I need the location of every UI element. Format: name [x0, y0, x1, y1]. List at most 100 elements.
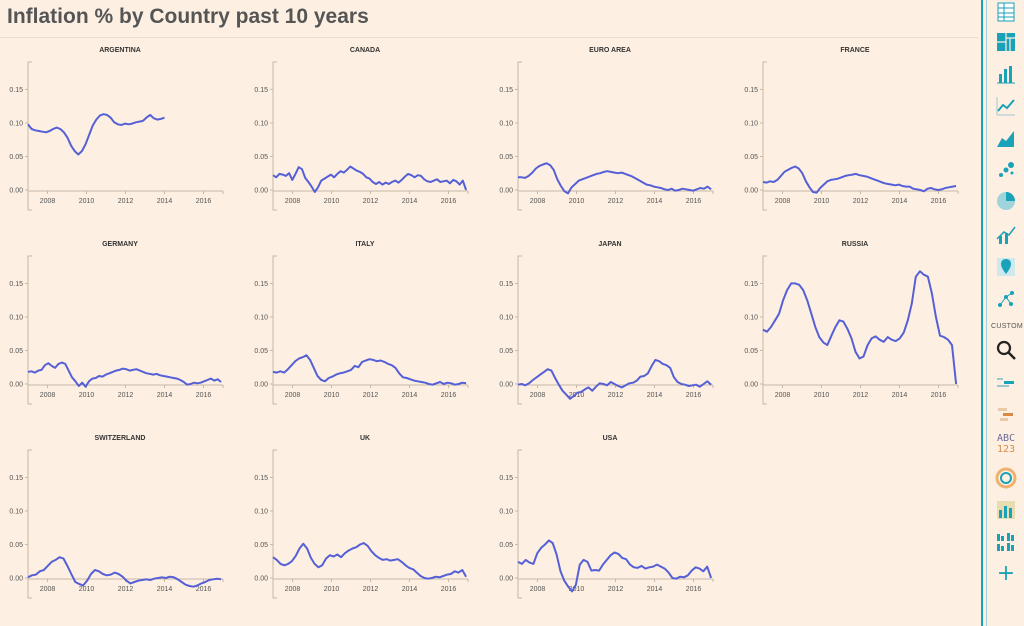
combo-chart-icon[interactable]	[994, 223, 1018, 247]
x-tick-label: 2014	[402, 586, 418, 593]
add-icon[interactable]: +	[996, 561, 1016, 586]
grid-bars-icon[interactable]	[994, 498, 1018, 522]
x-tick-label: 2016	[686, 198, 702, 205]
x-tick-label: 2008	[530, 392, 546, 399]
small-multiples-icon[interactable]	[994, 530, 1018, 554]
sidebar-border	[981, 0, 983, 626]
y-tick-label: 0.05	[744, 348, 758, 355]
x-tick-label: 2014	[892, 392, 908, 399]
chart-title: ITALY	[355, 241, 374, 248]
y-tick-label: 0.00	[499, 382, 513, 389]
x-tick-label: 2010	[79, 198, 95, 205]
treemap-icon[interactable]	[994, 30, 1018, 54]
series-line	[27, 361, 222, 388]
x-tick-label: 2012	[608, 198, 624, 205]
chart-panel-germany: GERMANY 0.00 0.05 0.10 0.15 2008 2010 2012 2014 2…	[9, 241, 224, 405]
table-icon[interactable]	[994, 0, 1018, 24]
x-tick-label: 2016	[686, 586, 702, 593]
chart-title: FRANCE	[840, 47, 869, 54]
x-tick-label: 2010	[324, 392, 340, 399]
series-line	[272, 542, 467, 580]
x-tick-label: 2012	[853, 392, 869, 399]
map-pin-icon[interactable]	[994, 255, 1018, 279]
chart-panel-switzerland: SWITZERLAND 0.00 0.05 0.10 0.15 2008 2010 2012 2…	[9, 435, 224, 599]
x-tick-label: 2010	[569, 198, 585, 205]
y-tick-label: 0.05	[254, 542, 268, 549]
x-tick-label: 2014	[157, 586, 173, 593]
gantt-icon[interactable]	[994, 403, 1018, 427]
text-number-icon-letters: ABC	[996, 433, 1016, 444]
chart-panel-canada: CANADA 0.00 0.05 0.10 0.15 2008 2010 2012 2014 20…	[254, 47, 469, 211]
x-tick-label: 2016	[686, 392, 702, 399]
text-number-icon-digits: 123	[996, 444, 1016, 455]
y-tick-label: 0.00	[254, 188, 268, 195]
word-cloud-icon[interactable]	[994, 370, 1018, 394]
chart-title: UK	[360, 435, 370, 442]
x-tick-label: 2008	[285, 392, 301, 399]
x-tick-label: 2008	[40, 586, 56, 593]
pie-chart-icon[interactable]	[994, 189, 1018, 213]
y-tick-label: 0.00	[9, 576, 23, 583]
text-number-icon[interactable]: ABC 123	[992, 433, 1020, 455]
x-tick-label: 2016	[931, 198, 947, 205]
x-tick-label: 2012	[118, 586, 134, 593]
y-tick-label: 0.05	[9, 542, 23, 549]
bar-chart-icon[interactable]	[994, 62, 1018, 86]
x-tick-label: 2014	[402, 392, 418, 399]
x-tick-label: 2008	[775, 198, 791, 205]
y-axis-line	[27, 61, 32, 211]
y-tick-label: 0.00	[254, 576, 268, 583]
chart-panel-argentina: ARGENTINA 0.00 0.05 0.10 0.15 2008 2010 2012 201…	[9, 47, 224, 211]
x-tick-label: 2012	[363, 392, 379, 399]
y-tick-label: 0.10	[254, 120, 268, 127]
chart-panel-italy: ITALY 0.00 0.05 0.10 0.15 2008 2010 2012 2014 201…	[254, 241, 469, 405]
chart-panel-uk: UK 0.00 0.05 0.10 0.15 2008 2010 2012 2014 2016	[254, 435, 469, 599]
series-line	[27, 113, 165, 156]
y-tick-label: 0.10	[744, 314, 758, 321]
chart-title: JAPAN	[598, 241, 621, 248]
x-tick-label: 2010	[814, 392, 830, 399]
x-tick-label: 2014	[647, 586, 663, 593]
x-tick-label: 2014	[892, 198, 908, 205]
y-tick-label: 0.05	[254, 154, 268, 161]
y-tick-label: 0.00	[499, 576, 513, 583]
x-tick-label: 2008	[40, 392, 56, 399]
series-line	[518, 162, 712, 195]
chart-title: SWITZERLAND	[95, 435, 146, 442]
x-tick-label: 2010	[79, 392, 95, 399]
y-tick-label: 0.00	[9, 382, 23, 389]
x-tick-label: 2016	[441, 586, 457, 593]
x-tick-label: 2016	[196, 392, 212, 399]
series-line	[517, 539, 713, 593]
network-icon[interactable]	[994, 287, 1018, 311]
search-icon[interactable]	[994, 338, 1018, 362]
page-title: Inflation % by Country past 10 years	[7, 5, 369, 28]
line-chart-icon[interactable]	[994, 94, 1018, 118]
y-tick-label: 0.15	[744, 281, 758, 288]
y-axis-line	[27, 449, 32, 599]
y-tick-label: 0.05	[499, 154, 513, 161]
scatter-icon[interactable]	[994, 158, 1018, 182]
x-tick-label: 2008	[285, 586, 301, 593]
y-axis-line	[517, 255, 522, 405]
y-axis-line	[517, 61, 522, 211]
y-tick-label: 0.10	[9, 508, 23, 515]
chart-title: CANADA	[350, 47, 380, 54]
x-tick-label: 2012	[608, 586, 624, 593]
chart-title: USA	[603, 435, 618, 442]
x-tick-label: 2010	[569, 586, 585, 593]
y-axis-line	[517, 449, 522, 599]
y-axis-line	[27, 255, 32, 405]
chart-title: RUSSIA	[842, 241, 868, 248]
area-chart-icon[interactable]	[994, 126, 1018, 150]
sunburst-icon[interactable]	[994, 466, 1018, 490]
series-line	[762, 165, 957, 194]
y-tick-label: 0.00	[744, 188, 758, 195]
x-tick-label: 2014	[402, 198, 418, 205]
x-tick-label: 2010	[814, 198, 830, 205]
x-tick-label: 2010	[79, 586, 95, 593]
y-tick-label: 0.00	[744, 382, 758, 389]
x-tick-label: 2012	[608, 392, 624, 399]
y-tick-label: 0.05	[499, 348, 513, 355]
y-tick-label: 0.00	[9, 188, 23, 195]
